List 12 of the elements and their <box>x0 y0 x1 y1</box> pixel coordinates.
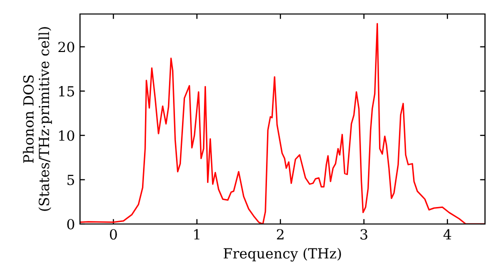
x-tick-label: 4 <box>443 229 452 240</box>
x-tick-label: 1 <box>194 229 200 240</box>
y-tick-label: 10 <box>59 130 74 141</box>
y-tick-label: 5 <box>67 174 74 186</box>
x-tick-label: 2 <box>276 229 284 240</box>
x-tick-label: 3 <box>360 229 368 240</box>
x-axis-title: Frequency (THz) <box>224 248 341 262</box>
y-tick-label: 15 <box>59 86 74 97</box>
x-tick-label: 0 <box>110 229 117 240</box>
y-tick-label: 20 <box>58 42 74 52</box>
y-axis-title: Phonon DOS (States/THz·primitive cell) <box>22 27 52 211</box>
y-tick-label: 0 <box>67 218 74 230</box>
